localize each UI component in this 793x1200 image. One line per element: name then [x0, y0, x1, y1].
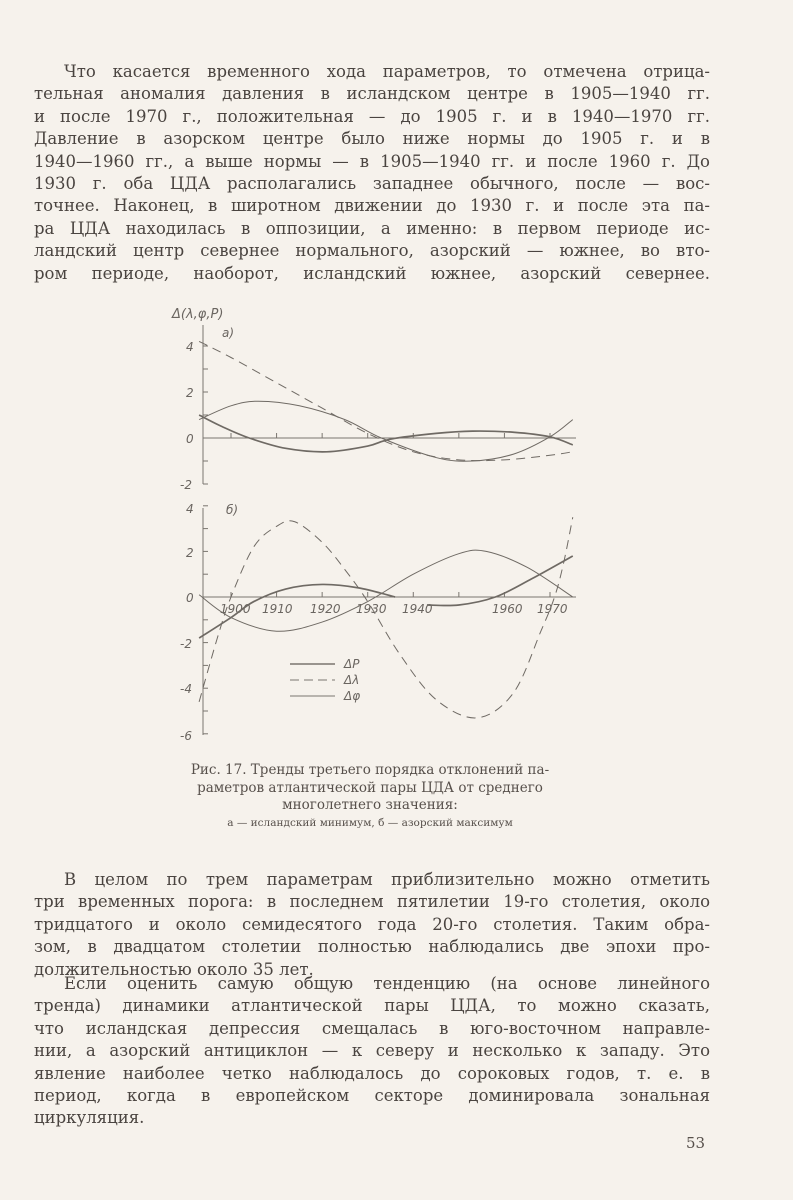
panel-b-xtick: 1920 — [310, 602, 341, 616]
text-line: что исландская депрессия смещалась в юго… — [34, 1018, 710, 1038]
legend-label-dphi: Δφ — [343, 689, 360, 703]
caption-legend: а — исландский минимум, б — азорский мак… — [227, 816, 513, 829]
text-line: должительностью около 35 лет. — [34, 959, 314, 979]
text-line: период, когда в европейском секторе доми… — [34, 1085, 710, 1105]
text-line: ром периоде, наоборот, исландский южнее,… — [34, 263, 710, 283]
paragraph-trend: Если оценить самую общую тенденцию (на о… — [34, 973, 710, 1130]
panel-a-ytick: 4 — [186, 340, 194, 354]
text-line: тельная аномалия давления в исландском ц… — [34, 84, 710, 104]
curve-panel-b-dashed — [198, 517, 574, 719]
page-number: 53 — [686, 1134, 706, 1152]
panel-b-ytick: 2 — [186, 546, 194, 560]
text-line: циркуляция. — [34, 1108, 145, 1128]
panel-b-label: б) — [226, 503, 238, 517]
panel-b-ytick: 0 — [186, 591, 194, 605]
text-line: три временных порога: в последнем пятиле… — [34, 892, 710, 912]
caption-line: многолетнего значения: — [282, 797, 458, 813]
text-line: В целом по трем параметрам приблизительн… — [64, 870, 710, 889]
text-line: 1930 г. оба ЦДА располагались западнее о… — [34, 173, 710, 193]
panel-b-xtick: 1960 — [492, 602, 523, 616]
figure-caption: Рис. 17. Тренды третьего порядка отклоне… — [150, 762, 590, 832]
y-axis-title: Δ(λ,φ,P) — [171, 307, 223, 322]
text-line: 1940—1960 гг., а выше нормы — в 1905—194… — [34, 151, 710, 171]
text-line: ландский центр севернее нормального, азо… — [34, 241, 710, 261]
legend-label-dl: Δλ — [343, 673, 359, 687]
text-line: точнее. Наконец, в широтном движении до … — [34, 196, 710, 216]
legend-label-dp: ΔP — [343, 657, 360, 671]
text-line: тренда) динамики атлантической пары ЦДА,… — [34, 996, 710, 1016]
curve-panel-b-thin — [198, 549, 574, 632]
curve-panel-a-thin — [198, 400, 574, 462]
text-line: ра ЦДА находилась в оппозиции, а именно:… — [34, 218, 710, 238]
text-line: зом, в двадцатом столетии полностью набл… — [34, 937, 710, 957]
top-paragraph: Что касается временного хода параметров,… — [34, 61, 710, 285]
panel-a-ytick: 0 — [186, 432, 194, 446]
curve-panel-a-dashed — [198, 340, 573, 462]
curve-panel-b-thick — [426, 555, 574, 607]
curve-panel-b-thick — [198, 583, 396, 639]
panel-b-xtick: 1940 — [402, 602, 433, 616]
panel-b-xtick: 1910 — [262, 602, 293, 616]
text-line: Давление в азорском центре было ниже нор… — [34, 129, 710, 149]
panel-a-label: а) — [222, 326, 234, 340]
panel-b-ytick: -6 — [180, 729, 192, 743]
panel-b-xtick: 1900 — [220, 602, 251, 616]
paragraph-thresholds: В целом по трем параметрам приблизительн… — [34, 869, 710, 981]
panel-a-ytick: 2 — [186, 386, 194, 400]
panel-b-ytick: -2 — [180, 637, 192, 651]
panel-b-ytick: -4 — [180, 682, 192, 696]
caption-line: Рис. 17. Тренды третьего порядка отклоне… — [190, 762, 550, 778]
text-line: явление наиболее четко наблюдалось до со… — [34, 1063, 710, 1083]
panel-b-xtick: 1970 — [537, 602, 568, 616]
caption-line: раметров атлантической пары ЦДА от средн… — [197, 779, 543, 796]
curve-panel-a-thick — [198, 414, 574, 453]
text-line: нии, а азорский антициклон — к северу и … — [34, 1041, 710, 1061]
panel-a-ytick: -2 — [180, 478, 192, 492]
text-line: Что касается временного хода параметров,… — [64, 62, 710, 81]
panel-b-ytick: 4 — [186, 502, 194, 516]
text-line: Если оценить самую общую тенденцию (на о… — [64, 974, 710, 993]
text-line: тридцатого и около семидесятого года 20-… — [34, 914, 710, 934]
panel-b-xtick: 1930 — [356, 602, 387, 616]
text-line: и после 1970 г., положительная — до 1905… — [34, 106, 710, 126]
